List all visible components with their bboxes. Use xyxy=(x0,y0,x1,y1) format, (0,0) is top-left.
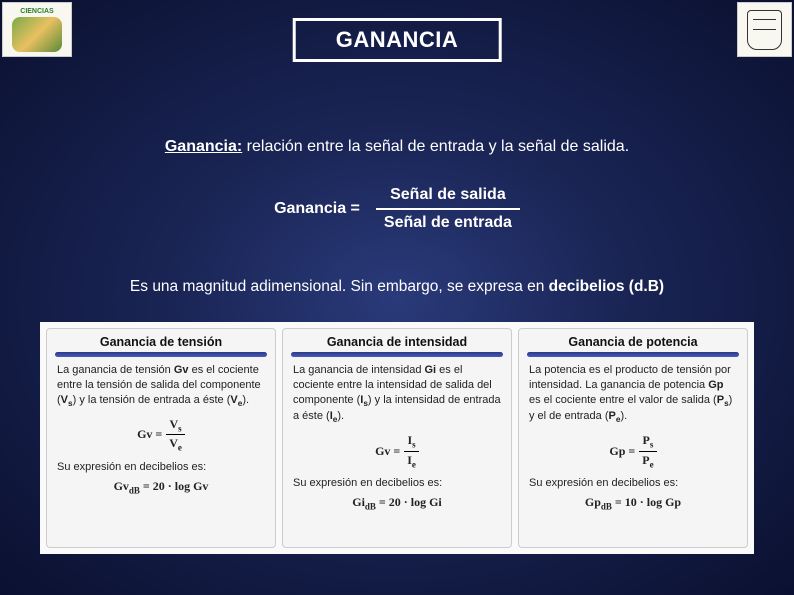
panels-container: Ganancia de tensión La ganancia de tensió… xyxy=(40,322,754,554)
panel-0: Ganancia de tensión La ganancia de tensió… xyxy=(46,328,276,548)
formula-fraction: Señal de salida Señal de entrada xyxy=(376,186,520,232)
note-pre: Es una magnitud adimensional. Sin embarg… xyxy=(130,278,549,295)
page-title: GANANCIA xyxy=(336,27,459,52)
panel-2: Ganancia de potencia La potencia es el pr… xyxy=(518,328,748,548)
panel-subtext: Su expresión en decibelios es: xyxy=(293,477,501,489)
panel-heading: Ganancia de potencia xyxy=(529,335,737,352)
panel-1: Ganancia de intensidad La ganancia de int… xyxy=(282,328,512,548)
panel-formula: Gv =VsVe xyxy=(57,417,265,453)
panel-db-formula: GpdB = 10 · log Gp xyxy=(529,495,737,511)
panel-description: La potencia es el producto de tensión po… xyxy=(529,363,737,425)
panel-bar xyxy=(291,352,503,357)
shield-icon xyxy=(747,10,782,50)
note-bold: decibelios (d.B) xyxy=(549,278,664,295)
logo-left-label: CIENCIAS xyxy=(20,8,53,15)
panel-formula: Gv =IsIe xyxy=(293,433,501,469)
main-formula: Ganancia = Señal de salida Señal de entr… xyxy=(0,186,794,232)
panel-heading: Ganancia de tensión xyxy=(57,335,265,352)
definition-term: Ganancia: xyxy=(165,138,242,155)
panel-db-formula: GidB = 20 · log Gi xyxy=(293,495,501,511)
note-line: Es una magnitud adimensional. Sin embarg… xyxy=(0,278,794,296)
logo-left-image xyxy=(12,17,62,52)
panel-subtext: Su expresión en decibelios es: xyxy=(529,477,737,489)
title-box: GANANCIA xyxy=(293,18,502,62)
formula-numerator: Señal de salida xyxy=(382,186,514,208)
formula-denominator: Señal de entrada xyxy=(376,210,520,232)
slide: CIENCIAS GANANCIA Ganancia: relación ent… xyxy=(0,0,794,595)
logo-left: CIENCIAS xyxy=(2,2,72,57)
panel-bar xyxy=(55,352,267,357)
formula-lhs: Ganancia = xyxy=(274,200,360,218)
panel-heading: Ganancia de intensidad xyxy=(293,335,501,352)
panel-db-formula: GvdB = 20 · log Gv xyxy=(57,479,265,495)
panel-formula: Gp =PsPe xyxy=(529,433,737,469)
panel-bar xyxy=(527,352,739,357)
panel-description: La ganancia de tensión Gv es el cociente… xyxy=(57,363,265,409)
panel-description: La ganancia de intensidad Gi es el cocie… xyxy=(293,363,501,425)
logo-right xyxy=(737,2,792,57)
panel-subtext: Su expresión en decibelios es: xyxy=(57,461,265,473)
definition-text: relación entre la señal de entrada y la … xyxy=(242,138,629,155)
definition-line: Ganancia: relación entre la señal de ent… xyxy=(0,138,794,156)
